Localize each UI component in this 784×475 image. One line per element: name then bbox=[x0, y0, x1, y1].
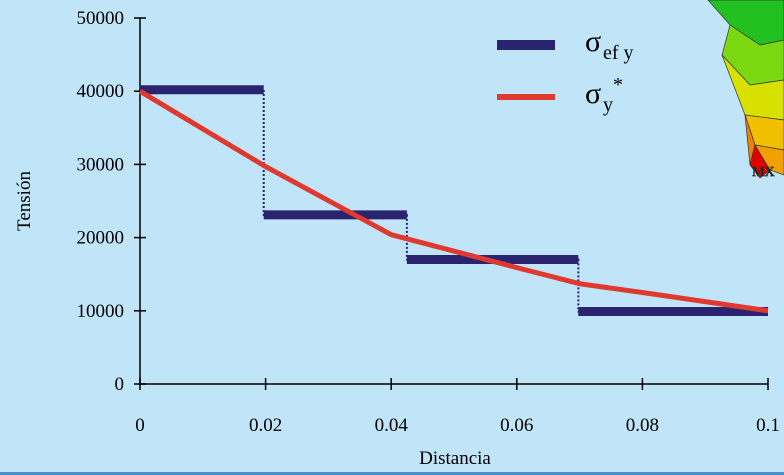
x-tick-label: 0.1 bbox=[756, 415, 780, 436]
legend-sub: y bbox=[603, 94, 613, 116]
y-tick-label: 50000 bbox=[77, 8, 125, 29]
x-tick-label: 0.06 bbox=[500, 415, 533, 436]
y-tick-label: 30000 bbox=[77, 154, 125, 175]
svg-text:MX: MX bbox=[752, 165, 775, 180]
legend-sup: * bbox=[613, 74, 623, 96]
y-tick-label: 10000 bbox=[77, 301, 125, 322]
y-tick-label: 0 bbox=[115, 374, 125, 395]
y-tick-label: 20000 bbox=[77, 228, 125, 249]
legend-sub: ef y bbox=[603, 42, 634, 64]
x-axis-label: Distancia bbox=[419, 448, 491, 469]
x-tick-label: 0.04 bbox=[375, 415, 409, 436]
chart: MX Distancia Tensión 0 10000 20000 30000 400… bbox=[0, 0, 784, 475]
x-tick-label: 0.08 bbox=[626, 415, 659, 436]
y-axis-label: Tensión bbox=[14, 171, 35, 231]
y-tick-label: 40000 bbox=[77, 81, 125, 102]
x-tick-label: 0 bbox=[135, 415, 145, 436]
legend-symbol: σ bbox=[585, 77, 601, 110]
x-tick-label: 0.02 bbox=[249, 415, 282, 436]
legend-symbol: σ bbox=[585, 25, 601, 58]
